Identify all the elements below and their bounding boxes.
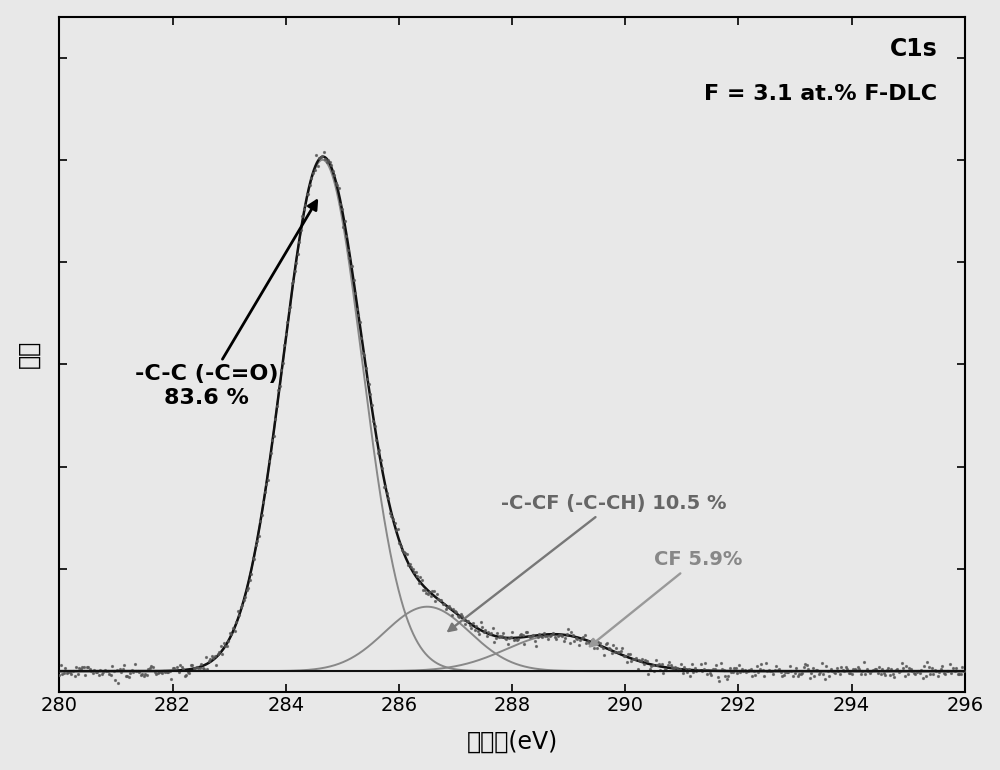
- Text: CF 5.9%: CF 5.9%: [590, 550, 742, 646]
- Text: C1s: C1s: [890, 37, 938, 61]
- Text: -C-C (-C=O)
83.6 %: -C-C (-C=O) 83.6 %: [135, 201, 317, 407]
- X-axis label: 结合能(eV): 结合能(eV): [466, 729, 558, 753]
- Y-axis label: 强度: 强度: [17, 340, 41, 368]
- Text: F = 3.1 at.% F-DLC: F = 3.1 at.% F-DLC: [704, 84, 938, 104]
- Text: -C-CF (-C-CH) 10.5 %: -C-CF (-C-CH) 10.5 %: [448, 494, 726, 631]
